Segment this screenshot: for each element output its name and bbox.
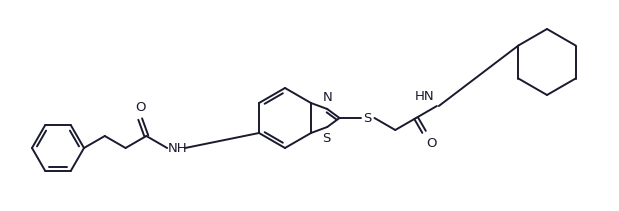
Text: O: O [135,101,145,114]
Text: S: S [363,111,372,124]
Text: N: N [322,91,332,104]
Text: HN: HN [415,90,435,103]
Text: O: O [426,137,436,150]
Text: S: S [322,132,331,145]
Text: NH: NH [168,142,188,156]
